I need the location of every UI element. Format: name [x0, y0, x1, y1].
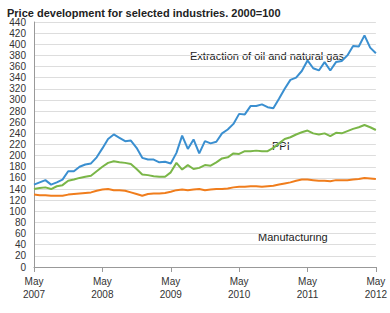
svg-text:80: 80: [15, 217, 27, 228]
svg-text:300: 300: [9, 94, 26, 105]
svg-text:260: 260: [9, 117, 26, 128]
svg-text:May: May: [161, 276, 180, 287]
svg-text:0: 0: [20, 262, 26, 273]
svg-text:May: May: [25, 276, 44, 287]
svg-text:Manufacturing: Manufacturing: [258, 231, 328, 243]
svg-text:120: 120: [9, 195, 26, 206]
svg-text:240: 240: [9, 128, 26, 139]
svg-text:200: 200: [9, 150, 26, 161]
svg-text:320: 320: [9, 83, 26, 94]
svg-text:2008: 2008: [91, 289, 114, 300]
svg-text:360: 360: [9, 61, 26, 72]
svg-text:2011: 2011: [297, 289, 319, 300]
svg-text:100: 100: [9, 206, 26, 217]
svg-text:PPI: PPI: [272, 139, 290, 152]
svg-text:2010: 2010: [228, 289, 251, 300]
svg-text:280: 280: [9, 106, 26, 117]
svg-text:380: 380: [9, 50, 26, 61]
svg-text:60: 60: [15, 228, 27, 239]
svg-text:May: May: [366, 276, 385, 287]
svg-text:May: May: [230, 276, 249, 287]
svg-text:400: 400: [9, 39, 26, 50]
svg-text:340: 340: [9, 72, 26, 83]
svg-text:140: 140: [9, 184, 26, 195]
svg-text:160: 160: [9, 172, 26, 183]
svg-text:2009: 2009: [160, 289, 183, 300]
svg-text:Extraction of oil and natural: Extraction of oil and natural gas: [190, 49, 345, 62]
svg-text:May: May: [93, 276, 112, 287]
svg-text:420: 420: [9, 28, 26, 39]
svg-text:Price development for selected: Price development for selected industrie…: [7, 7, 281, 19]
svg-text:440: 440: [9, 16, 26, 28]
svg-text:May: May: [298, 276, 317, 287]
svg-text:180: 180: [9, 161, 26, 172]
svg-text:20: 20: [15, 250, 27, 261]
svg-text:2012: 2012: [365, 289, 388, 300]
svg-text:2007: 2007: [23, 289, 46, 300]
svg-text:40: 40: [15, 239, 27, 250]
svg-text:220: 220: [9, 139, 26, 150]
